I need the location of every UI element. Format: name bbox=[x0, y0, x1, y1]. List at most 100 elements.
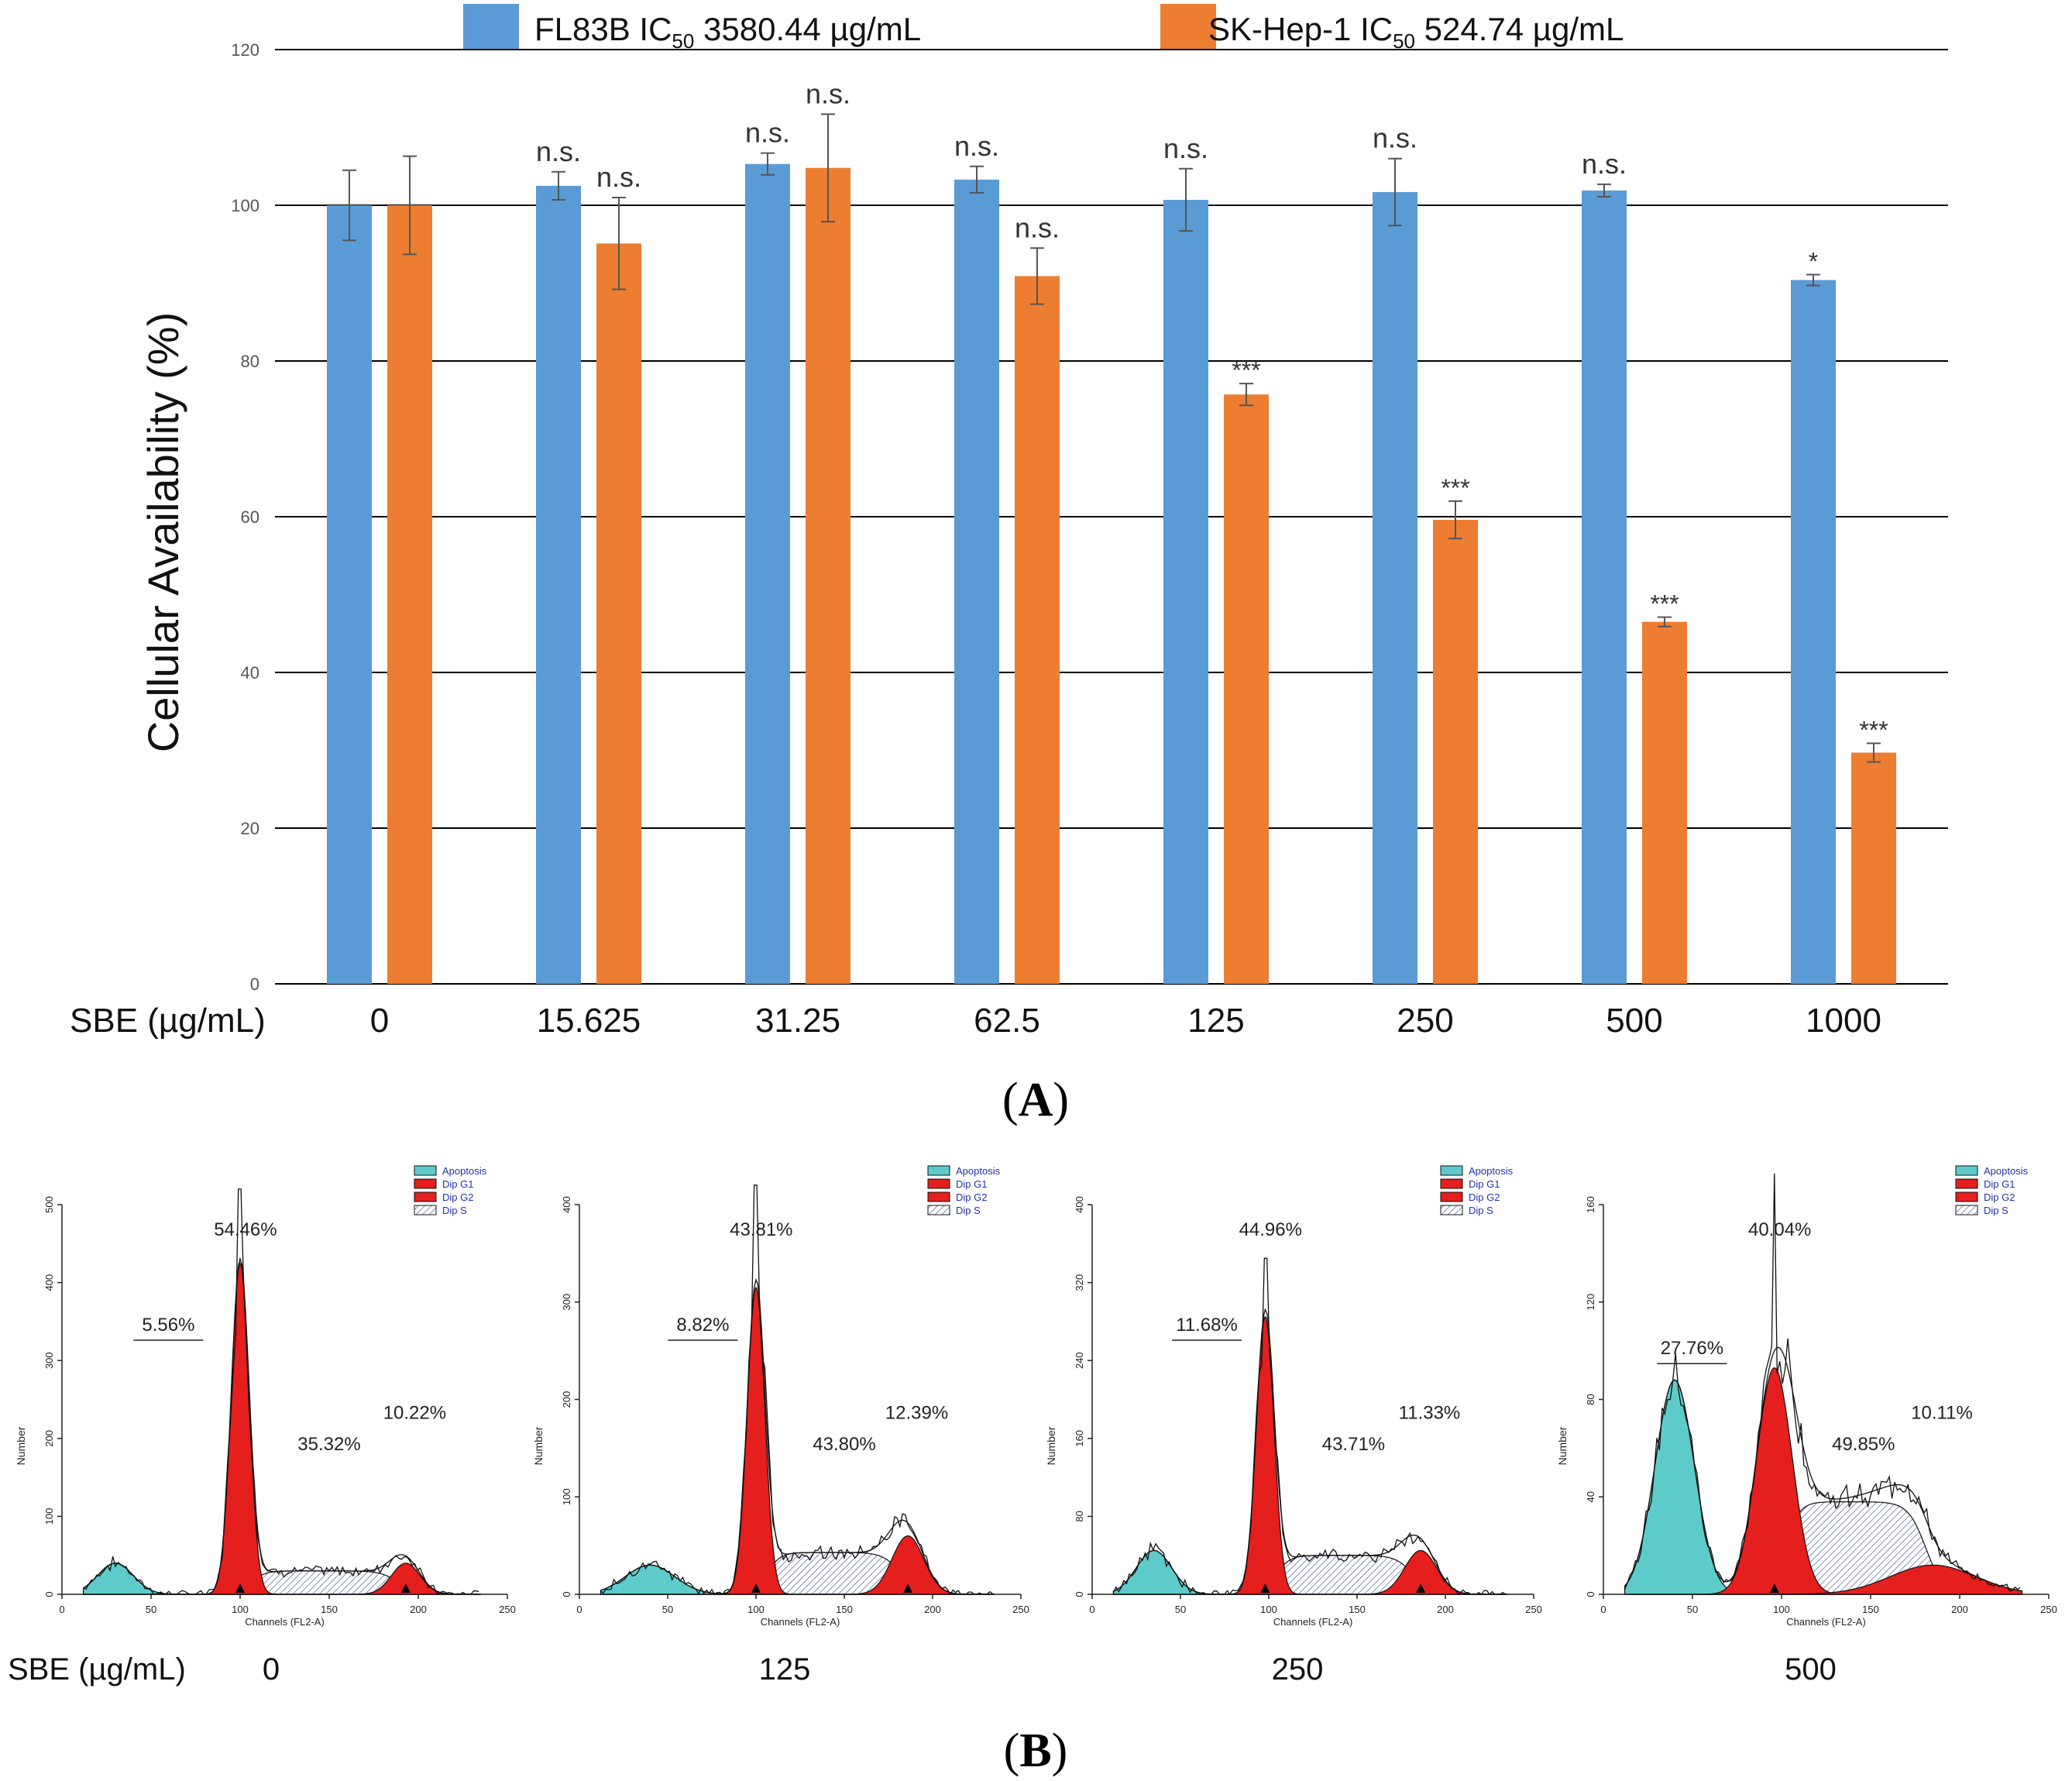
y-tick-label: 100 bbox=[231, 196, 259, 215]
x-tick-label: 150 bbox=[836, 1604, 853, 1615]
y-axis-title: Number bbox=[532, 1426, 545, 1465]
raw-data-trace bbox=[1624, 1173, 2021, 1592]
legend-label-0: FL83B IC50 3580.44 µg/mL bbox=[534, 11, 921, 53]
legend-swatch bbox=[414, 1191, 437, 1202]
bar-0-0 bbox=[327, 205, 372, 984]
x-axis-label: SBE (µg/mL) bbox=[70, 1002, 266, 1040]
sbe-concentration-label: 0 bbox=[263, 1652, 280, 1686]
fit-envelope bbox=[83, 1257, 481, 1595]
y-tick-label: 120 bbox=[1585, 1294, 1596, 1311]
x-tick-label: 0 bbox=[59, 1604, 64, 1615]
pct-g1-label: 43.81% bbox=[730, 1219, 792, 1240]
significance-label: *** bbox=[1859, 716, 1888, 744]
histogram-0: 0 50 100 150 200 250 0 100 200 300 400 500 Channels … bbox=[15, 1165, 516, 1686]
y-tick-label: 20 bbox=[241, 819, 259, 838]
x-tick-label: 50 bbox=[662, 1604, 673, 1615]
legend-label: Dip S bbox=[956, 1205, 981, 1216]
y-tick-label: 160 bbox=[1074, 1430, 1085, 1447]
x-axis-title: Channels (FL2-A) bbox=[245, 1616, 325, 1628]
legend-label-1: SK-Hep-1 IC50 524.74 µg/mL bbox=[1208, 11, 1624, 53]
pct-apoptosis-label: 8.82% bbox=[676, 1315, 729, 1336]
significance-label: n.s. bbox=[745, 117, 790, 149]
x-tick-label: 100 bbox=[1260, 1604, 1277, 1615]
peak-marker-icon bbox=[400, 1583, 411, 1593]
x-axis-title: Channels (FL2-A) bbox=[761, 1616, 840, 1628]
histogram-1: 0 50 100 150 200 250 0 100 200 300 400 Channels (FL… bbox=[532, 1165, 1029, 1686]
y-tick-label: 200 bbox=[43, 1430, 55, 1447]
pct-g1-label: 54.46% bbox=[214, 1219, 277, 1240]
legend-label: Apoptosis bbox=[956, 1165, 1001, 1177]
y-tick-label: 400 bbox=[1074, 1196, 1085, 1213]
bar-1-4 bbox=[1224, 394, 1269, 985]
pct-s-label: 43.80% bbox=[813, 1434, 875, 1455]
bar-1-5 bbox=[1433, 520, 1478, 984]
x-tick-label: 0 bbox=[576, 1604, 582, 1615]
legend-swatch-0 bbox=[463, 4, 519, 49]
x-tick-label: 200 bbox=[410, 1604, 427, 1615]
panel-b-label: (B) bbox=[1004, 1724, 1068, 1777]
pct-apoptosis-label: 11.68% bbox=[1176, 1315, 1238, 1336]
x-tick-label: 100 bbox=[232, 1604, 249, 1615]
peak-marker-icon bbox=[235, 1583, 245, 1593]
x-tick-label: 50 bbox=[1175, 1604, 1186, 1615]
histogram-2: 0 50 100 150 200 250 0 80 160 240 320 400 Channels (… bbox=[1045, 1165, 1542, 1686]
significance-label: n.s. bbox=[806, 77, 850, 109]
legend-label: Dip G2 bbox=[1984, 1191, 2015, 1203]
legend-swatch bbox=[927, 1165, 950, 1176]
bar-1-6 bbox=[1642, 621, 1687, 984]
y-axis-title: Number bbox=[1556, 1426, 1569, 1465]
legend-swatch bbox=[414, 1178, 437, 1189]
y-tick-label: 40 bbox=[241, 663, 259, 682]
x-tick-label: 31.25 bbox=[755, 1002, 840, 1040]
y-axis-label: Cellular Availability (%) bbox=[139, 312, 187, 753]
x-tick-label: 62.5 bbox=[974, 1002, 1040, 1040]
x-tick-label: 250 bbox=[1525, 1604, 1542, 1615]
legend-swatch bbox=[414, 1165, 437, 1176]
x-tick-label: 0 bbox=[1089, 1604, 1094, 1615]
dip-g1-area bbox=[83, 1262, 481, 1595]
legend-swatch bbox=[1440, 1191, 1463, 1202]
pct-apoptosis-label: 27.76% bbox=[1661, 1338, 1723, 1359]
significance-label: n.s. bbox=[1015, 211, 1060, 243]
y-axis-title: Number bbox=[1045, 1426, 1057, 1465]
bar-0-4 bbox=[1163, 199, 1208, 985]
bar-0-7 bbox=[1791, 280, 1836, 985]
x-tick-label: 0 bbox=[370, 1002, 389, 1040]
peak-marker-icon bbox=[1769, 1583, 1779, 1593]
x-tick-label: 200 bbox=[1437, 1604, 1454, 1615]
significance-label: *** bbox=[1650, 590, 1679, 618]
bar-1-0 bbox=[387, 205, 432, 984]
x-tick-label: 250 bbox=[1397, 1002, 1453, 1040]
pct-s-label: 49.85% bbox=[1832, 1434, 1895, 1455]
bar-0-3 bbox=[954, 179, 999, 985]
significance-label: n.s. bbox=[596, 161, 641, 193]
legend-label: Dip G1 bbox=[442, 1178, 473, 1190]
x-tick-label: 1000 bbox=[1806, 1002, 1881, 1040]
sbe-concentration-label: 250 bbox=[1272, 1652, 1324, 1686]
x-tick-label: 125 bbox=[1187, 1002, 1244, 1040]
legend-label: Apoptosis bbox=[1469, 1165, 1514, 1177]
bar-1-1 bbox=[596, 243, 641, 984]
sbe-concentration-label: 500 bbox=[1785, 1652, 1837, 1686]
dip-g1-area bbox=[600, 1286, 995, 1595]
fit-envelope bbox=[1113, 1308, 1507, 1595]
raw-data-trace bbox=[600, 1184, 993, 1596]
x-tick-label: 15.625 bbox=[537, 1002, 641, 1040]
x-tick-label: 200 bbox=[1951, 1604, 1968, 1615]
bar-1-3 bbox=[1015, 276, 1060, 985]
significance-label: n.s. bbox=[1582, 148, 1627, 180]
fit-envelope bbox=[1624, 1346, 2022, 1592]
peak-marker-icon bbox=[1260, 1583, 1270, 1593]
x-tick-label: 150 bbox=[1862, 1604, 1879, 1615]
pct-g2-label: 10.11% bbox=[1911, 1403, 1973, 1424]
y-tick-label: 0 bbox=[1074, 1591, 1085, 1597]
pct-g1-label: 44.96% bbox=[1239, 1219, 1302, 1240]
legend-swatch bbox=[927, 1178, 950, 1189]
y-tick-label: 60 bbox=[241, 507, 259, 527]
legend-label: Dip G1 bbox=[956, 1178, 987, 1190]
pct-apoptosis-label: 5.56% bbox=[142, 1315, 194, 1336]
significance-label: n.s. bbox=[1373, 122, 1417, 154]
x-tick-label: 100 bbox=[1773, 1604, 1790, 1615]
legend-swatch bbox=[927, 1191, 950, 1202]
